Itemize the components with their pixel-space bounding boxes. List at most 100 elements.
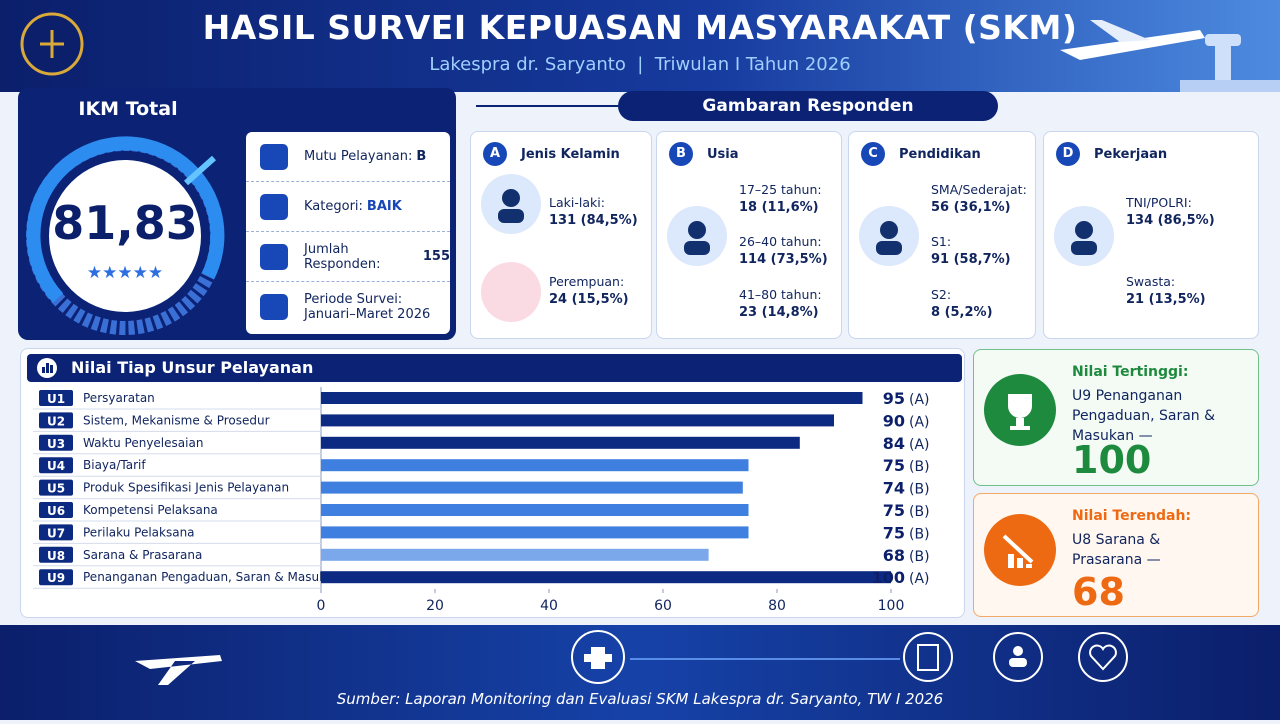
category-label: Sistem, Mekanisme & Prosedur	[83, 413, 270, 427]
code-label: U2	[47, 414, 65, 428]
item-value: 21 (13,5%)	[1126, 292, 1206, 307]
card-title: Pekerjaan	[1094, 146, 1168, 162]
category-label: Produk Spesifikasi Jenis Pelayanan	[83, 481, 289, 495]
ikm-icon	[260, 244, 288, 270]
footer-decoration	[135, 630, 1128, 685]
item-value: 134 (86,5%)	[1126, 213, 1215, 228]
card-items: Laki-laki: 131 (84,5%) Perempuan: 24 (15,5%…	[549, 172, 643, 330]
decline-icon	[984, 514, 1056, 586]
card-icon	[481, 262, 541, 322]
card-title: Jenis Kelamin	[521, 146, 620, 162]
header-decoration	[20, 12, 1280, 92]
item-value: 56 (36,1%)	[931, 199, 1011, 215]
value-label: 75	[883, 501, 905, 520]
footer	[0, 625, 1280, 720]
respondent-item: SMA/Sederajat: 56 (36,1%)	[931, 182, 1027, 215]
respondent-item: 26–40 tahun: 114 (73,5%)	[739, 234, 833, 267]
code-box	[39, 479, 73, 496]
divider	[476, 105, 618, 107]
bar	[321, 481, 743, 494]
grade-label: (B)	[909, 526, 930, 542]
subtitle: Lakespra dr. Saryanto | Triwulan I Tahun…	[429, 54, 851, 75]
code-label: U8	[47, 549, 65, 563]
item-label: Laki-laki:	[549, 195, 605, 210]
category-label: Biaya/Tarif	[83, 458, 146, 472]
x-tick-label: 80	[768, 598, 786, 614]
card-letter: B	[669, 142, 693, 166]
value-label: 90	[883, 411, 905, 430]
category-label: Kompetensi Pelaksana	[83, 503, 218, 517]
card-header: D Pekerjaan	[1056, 142, 1167, 166]
svg-text:★★★★★: ★★★★★	[87, 263, 163, 283]
card-icon	[859, 206, 919, 266]
respondents-title: Gambaran Responden	[618, 91, 998, 121]
bar	[321, 392, 863, 404]
card-icon	[1054, 206, 1114, 266]
lowest-card: Nilai Terendah: U8 Sarana & Prasarana — …	[973, 493, 1259, 617]
category-label: Perilaku Pelaksana	[83, 525, 195, 539]
code-box	[39, 390, 73, 406]
value-label: 75	[883, 456, 905, 475]
code-label: U4	[47, 459, 65, 473]
grade-label: (A)	[909, 571, 930, 587]
bar-chart: Nilai Tiap Unsur Pelayanan 0 20 40 60 80 100 U…	[20, 348, 965, 618]
ikm-value: Januari–Maret 2026	[304, 307, 431, 322]
code-box	[39, 546, 73, 563]
item-value: 23 (14,8%)	[739, 305, 819, 321]
item-value: 91 (58,7%)	[931, 252, 1011, 268]
ikm-label: Periode Survei:	[304, 292, 403, 307]
code-box	[39, 457, 73, 474]
item-label: 41–80 tahun:	[739, 287, 822, 303]
highest-card: Nilai Tertinggi: U9 Penanganan Pengaduan…	[973, 349, 1259, 486]
bar	[321, 504, 749, 516]
item-label: 17–25 tahun:	[739, 181, 822, 197]
highest-text: U9 Penanganan Pengaduan, Saran & Masukan…	[1072, 388, 1216, 444]
respondent-card: B Usia 17–25 tahun: 18 (11,6%) 26–40 tahun: 1…	[656, 131, 842, 339]
code-label: U5	[47, 482, 65, 496]
x-tick-label: 60	[654, 598, 672, 614]
card-title: Usia	[707, 146, 739, 162]
respondent-item: Perempuan: 24 (15,5%)	[549, 274, 643, 307]
card-icon	[667, 206, 727, 266]
respondent-card: C Pendidikan SMA/Sederajat: 56 (36,1%) S1: 91…	[848, 131, 1036, 339]
card-letter: A	[483, 142, 507, 166]
respondent-item: S2: 8 (5,2%)	[931, 287, 1027, 320]
grade-label: (A)	[909, 392, 930, 408]
code-label: U1	[47, 392, 65, 406]
code-label: U9	[47, 571, 65, 585]
ikm-item: Periode Survei: Januari–Maret 2026	[246, 282, 450, 332]
value-label: 75	[883, 523, 905, 542]
lowest-title: Nilai Terendah:	[1072, 508, 1192, 524]
category-label: Sarana & Prasarana	[83, 548, 202, 562]
ikm-score: 81,83	[52, 196, 198, 250]
grade-label: (A)	[909, 414, 930, 430]
value-label: 84	[883, 434, 905, 453]
gauge: ★★★★★	[26, 136, 225, 335]
lowest-value: 68	[1072, 570, 1125, 614]
code-label: U3	[47, 437, 65, 451]
bar	[321, 436, 800, 449]
respondent-item: Swasta: 21 (13,5%)	[1126, 274, 1250, 307]
item-label: S2:	[931, 287, 952, 303]
code-box	[39, 434, 73, 451]
card-items: SMA/Sederajat: 56 (36,1%) S1: 91 (58,7%) S2:…	[931, 172, 1027, 330]
item-label: 26–40 tahun:	[739, 234, 822, 250]
code-label: U6	[47, 504, 65, 518]
respondent-card: A Jenis Kelamin Laki-laki: 131 (84,5%) Perem…	[470, 131, 652, 339]
card-items: TNI/POLRI: 134 (86,5%) Swasta: 21 (13,5%)	[1126, 172, 1250, 330]
category-label: Persyaratan	[83, 391, 155, 405]
x-tick-label: 40	[540, 598, 558, 614]
respondent-item: S1: 91 (58,7%)	[931, 234, 1027, 267]
ikm-value: BAIK	[366, 199, 402, 214]
highest-value: 100	[1072, 438, 1152, 482]
card-header: C Pendidikan	[861, 142, 981, 166]
respondent-item: TNI/POLRI: 134 (86,5%)	[1126, 195, 1250, 228]
code-box	[39, 502, 73, 518]
ikm-value: B	[416, 149, 427, 164]
item-value: 18 (11,6%)	[739, 199, 819, 215]
card-title: Pendidikan	[899, 146, 981, 162]
item-label: SMA/Sederajat:	[931, 181, 1027, 197]
highest-title: Nilai Tertinggi:	[1072, 364, 1189, 380]
ikm-item: Mutu Pelayanan: B	[246, 132, 450, 182]
item-label: Swasta:	[1126, 274, 1176, 289]
